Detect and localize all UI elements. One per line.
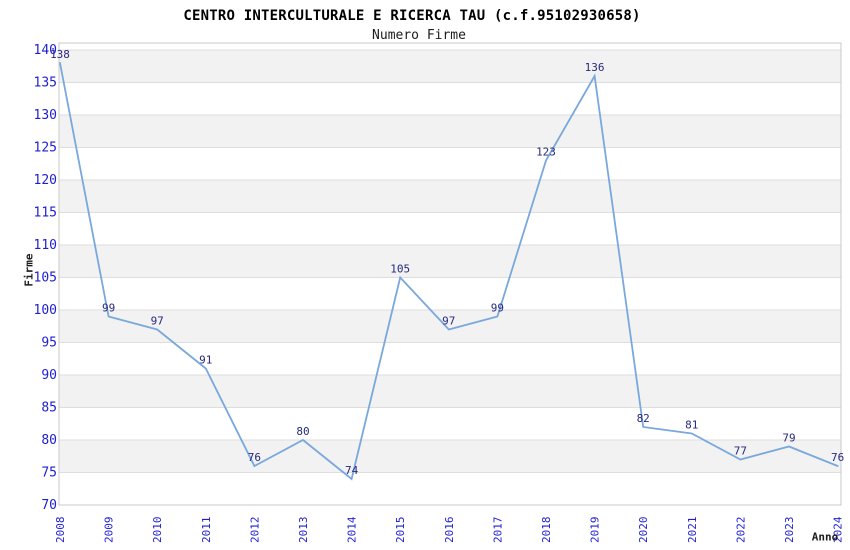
y-tick-label: 125: [34, 141, 57, 156]
y-tick-label: 140: [34, 43, 57, 58]
x-tick-label: 2024: [832, 516, 845, 543]
y-tick-label: 130: [34, 108, 57, 123]
x-tick-label: 2014: [346, 516, 359, 543]
data-label: 97: [442, 315, 455, 328]
x-tick-label: 2008: [54, 517, 67, 544]
y-tick-label: 105: [34, 271, 57, 286]
data-label: 99: [491, 302, 504, 315]
data-label: 81: [685, 419, 698, 432]
plot-border: [58, 42, 842, 506]
grid-band: [59, 310, 841, 343]
x-tick-label: 2017: [491, 517, 504, 544]
y-tick-label: 85: [41, 401, 57, 416]
data-label: 136: [585, 61, 605, 74]
x-tick-label: 2023: [783, 517, 796, 544]
y-tick-label: 115: [34, 206, 57, 221]
data-label: 123: [536, 146, 556, 159]
data-label: 138: [50, 48, 70, 61]
y-tick-label: 80: [41, 433, 57, 448]
x-tick-label: 2019: [589, 517, 602, 544]
chart-title: CENTRO INTERCULTURALE E RICERCA TAU (c.f…: [183, 8, 641, 24]
grid-band: [59, 115, 841, 148]
data-label: 80: [296, 425, 309, 438]
x-tick-label: 2013: [297, 517, 310, 544]
chart-subtitle: Numero Firme: [372, 28, 466, 43]
data-label: 82: [637, 412, 650, 425]
data-label: 76: [248, 451, 261, 464]
data-label: 97: [151, 315, 164, 328]
y-tick-label: 110: [34, 238, 57, 253]
data-label: 79: [782, 432, 795, 445]
y-tick-label: 135: [34, 76, 57, 91]
x-tick-label: 2012: [248, 517, 261, 544]
x-axis-title: Anno: [811, 530, 839, 544]
data-label: 77: [734, 445, 747, 458]
data-label: 91: [199, 354, 212, 367]
data-label: 76: [831, 451, 844, 464]
y-tick-label: 90: [41, 368, 57, 383]
y-tick-label: 120: [34, 173, 57, 188]
x-tick-label: 2021: [686, 517, 699, 544]
x-tick-label: 2015: [394, 517, 407, 544]
y-tick-label: 70: [41, 498, 57, 513]
series-line: [59, 62, 839, 481]
y-tick-label: 95: [41, 336, 57, 351]
y-axis-title: Firme: [22, 253, 36, 287]
x-tick-label: 2016: [443, 517, 456, 544]
data-label: 105: [390, 263, 410, 276]
grid-band: [59, 180, 841, 213]
data-label: 99: [102, 302, 115, 315]
grid-band: [59, 440, 841, 473]
x-tick-label: 2009: [103, 517, 116, 544]
grid-band: [59, 245, 841, 278]
x-tick-label: 2011: [200, 517, 213, 544]
grid-band: [59, 375, 841, 408]
grid-band: [59, 50, 841, 83]
x-tick-label: 2022: [734, 517, 747, 544]
data-label: 74: [345, 464, 359, 477]
x-tick-label: 2010: [151, 517, 164, 544]
x-tick-label: 2018: [540, 517, 553, 544]
x-tick-label: 2020: [637, 517, 650, 544]
y-tick-label: 100: [34, 303, 57, 318]
y-tick-label: 75: [41, 466, 57, 481]
